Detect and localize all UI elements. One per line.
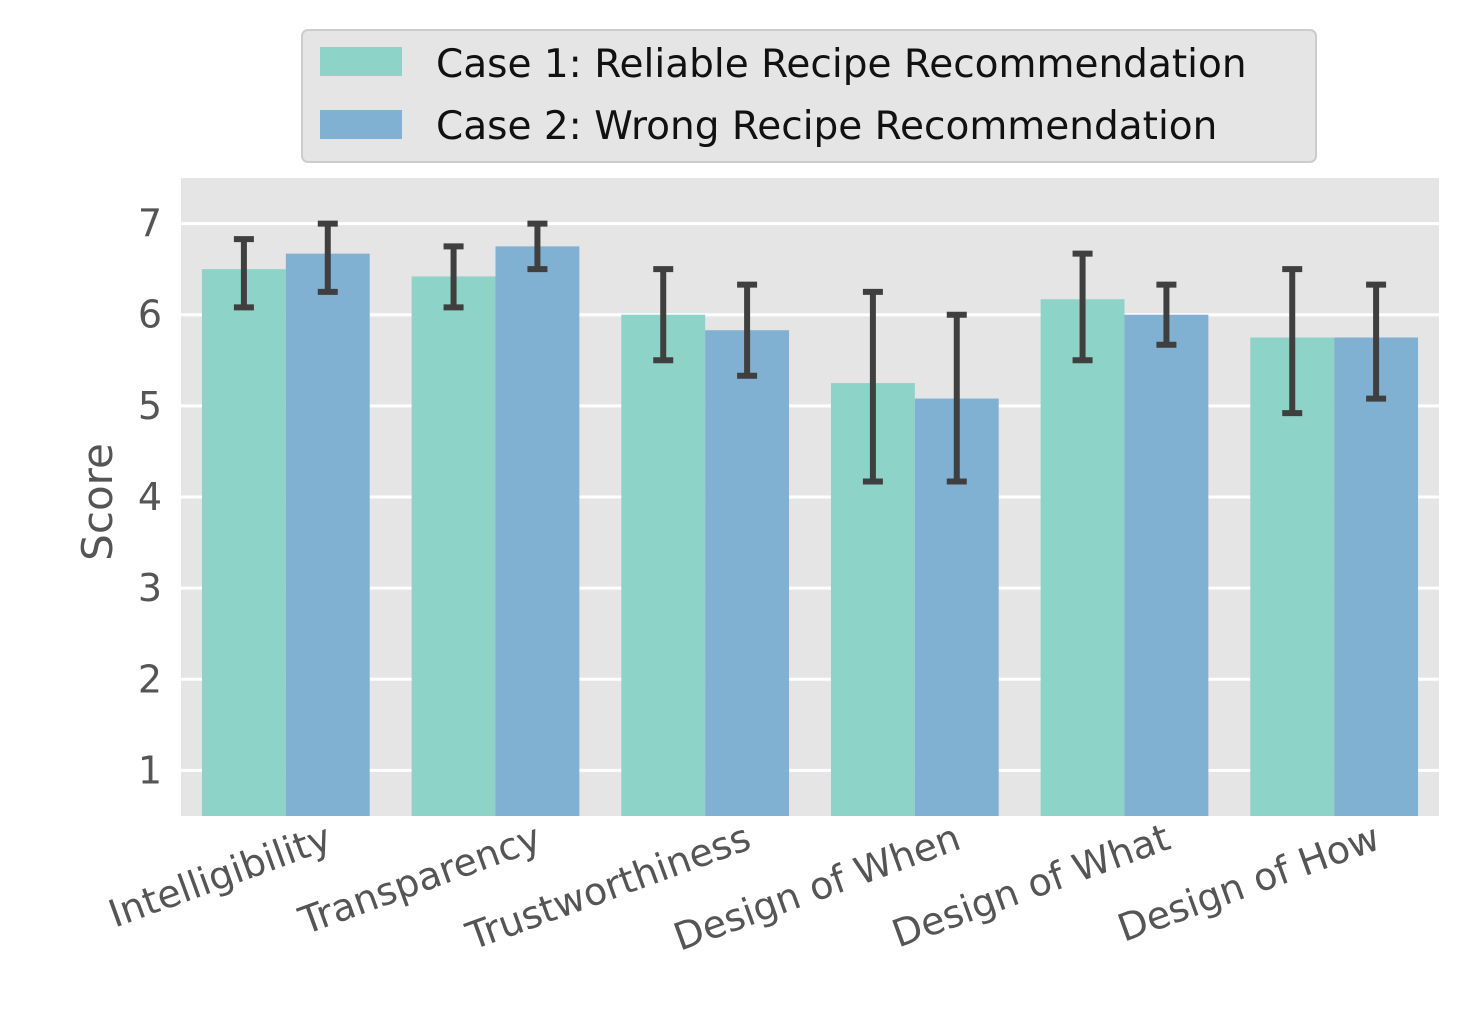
y-tick-label-2: 2 [138,657,162,701]
bar-design-of-what-case-2 [1124,314,1209,816]
y-tick-label-4: 4 [138,475,162,519]
error-bar-design-of-how-case-1 [1282,266,1303,417]
error-bar-trustworthiness-case-2 [737,281,758,379]
y-tick-label-6: 6 [138,293,162,337]
error-bar-transparency-case-2 [527,220,548,273]
bar-design-of-how-case-2 [1334,337,1419,816]
x-tick-labels: IntelligibilityTransparencyTrustworthine… [103,815,1385,959]
y-tick-label-5: 5 [138,384,162,428]
y-tick-labels: 1 2 3 4 5 6 7 [138,202,162,793]
grid-lines [181,222,1439,772]
error-bar-trustworthiness-case-1 [653,266,674,364]
error-bar-design-of-when-case-2 [946,311,967,485]
legend-label-case-2: Case 2: Wrong Recipe Recommendation [436,104,1217,149]
bar-intelligibility-case-1 [201,269,286,817]
bar-transparency-case-1 [411,276,496,816]
error-bar-design-of-when-case-1 [862,288,883,485]
y-axis-label: Score [73,443,122,561]
legend-swatch-case-1 [320,47,402,76]
bar-design-of-what-case-1 [1040,299,1125,817]
legend-label-case-1: Case 1: Reliable Recipe Recommendation [436,42,1247,87]
error-bar-design-of-what-case-2 [1156,281,1177,348]
bar-transparency-case-2 [495,246,580,816]
y-tick-label-1: 1 [138,748,162,792]
legend: Case 1: Reliable Recipe Recommendation C… [301,29,1317,163]
legend-swatch-case-2 [320,110,402,139]
error-bar-intelligibility-case-1 [233,236,254,311]
bar-intelligibility-case-2 [285,253,370,817]
bar-design-of-how-case-1 [1250,337,1335,816]
bar-trustworthiness-case-1 [621,314,706,816]
bar-trustworthiness-case-2 [705,330,790,816]
y-tick-label-7: 7 [138,202,162,246]
error-bar-design-of-how-case-2 [1366,281,1387,402]
error-bar-transparency-case-1 [443,243,464,311]
error-bars [233,220,1387,485]
error-bar-intelligibility-case-2 [317,220,338,295]
y-tick-label-3: 3 [138,566,162,610]
legend-box [301,29,1317,163]
bars [201,246,1419,817]
error-bar-design-of-what-case-1 [1072,250,1093,364]
